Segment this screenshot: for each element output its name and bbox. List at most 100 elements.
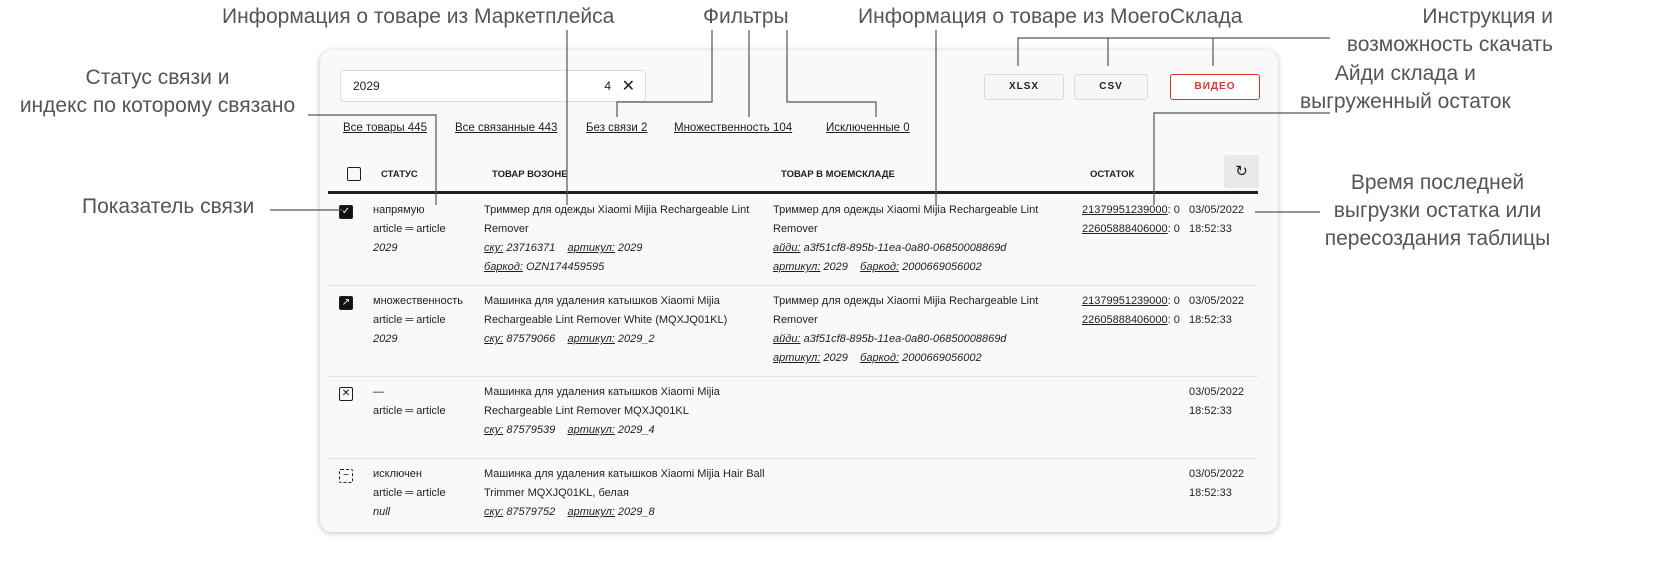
updated-date: 03/05/2022 [1189,295,1245,307]
status-text: исключен [373,468,422,480]
unlinked-icon[interactable]: ✕ [339,387,353,401]
annotation-line: индекс по которому связано [19,94,296,117]
search-input[interactable]: 2029 4 ✕ [340,70,646,102]
indicator-cell: − [328,465,373,531]
ozon-cell: Триммер для одежды Xiaomi Mijia Recharge… [484,201,773,277]
annotation-line: Статус связи и [85,66,230,89]
updated-date: 03/05/2022 [1189,204,1245,216]
stock-qty: : 0 [1167,223,1180,235]
updated-time: 18:52:33 [1189,405,1232,417]
search-value[interactable]: 2029 [353,79,380,93]
link-rule: article ═ article [373,223,446,235]
warehouse-id-link[interactable]: 22605888406000 [1082,223,1168,235]
article-value: 2029_8 [617,506,655,518]
article-label: артикул: [773,261,821,273]
indicator-cell: ✓ [328,201,373,277]
header-stock: ОСТАТОК [1090,169,1135,180]
article-value: 2029_2 [617,333,655,345]
stock-qty: : 0 [1167,295,1180,307]
sku-value: 87579066 [506,333,556,345]
indicator-cell: ✕ [328,383,373,450]
connector-filter-unlinked [616,30,713,117]
stock-qty: : 0 [1167,204,1180,216]
export-xlsx-button[interactable]: XLSX [984,74,1064,100]
filter-multiple[interactable]: Множественность 104 [674,122,793,134]
link-rule: article ═ article [373,314,446,326]
status-cell: напрямую article ═ article 2029 [373,201,484,277]
connector-warehouse [1153,112,1330,205]
table-row: ↗ множественность article ═ article 2029… [328,286,1258,377]
updated-time: 18:52:33 [1189,223,1232,235]
link-rule: article ═ article [373,487,446,499]
multiple-link-icon[interactable]: ↗ [339,296,353,310]
refresh-icon[interactable]: ↻ [1224,155,1259,188]
close-icon[interactable]: ✕ [621,78,635,95]
updated-cell: 03/05/2022 18:52:33 [1189,201,1258,277]
status-cell: множественность article ═ article 2029 [373,292,484,368]
connector-instructions [1017,37,1330,66]
header-divider [328,191,1258,194]
annotation-line: Айди склада и [1334,62,1476,85]
annotation-moysklad: Информация о товаре из МоегоСклада [858,5,1243,28]
sku-label: ску: [484,506,504,518]
sku-label: ску: [484,333,504,345]
warehouse-id-link[interactable]: 22605888406000 [1082,314,1168,326]
ozon-product-name: Машинка для удаления катышков Xiaomi Mij… [484,468,765,499]
filter-unlinked[interactable]: Без связи 2 [586,122,648,134]
select-all-checkbox[interactable] [347,167,361,181]
barcode-value: OZN174459595 [525,261,605,273]
filter-linked[interactable]: Все связанные 443 [455,122,558,134]
link-index: 2029 [373,333,398,345]
excluded-icon[interactable]: − [339,469,353,483]
warehouse-id-link[interactable]: 21379951239000 [1082,204,1168,216]
filter-all[interactable]: Все товары 445 [343,122,427,134]
annotation-line: Инструкция и [1422,5,1553,28]
id-value: a3f51cf8-895b-11ea-0a80-06850008869d [803,242,1007,254]
article-value: 2029_4 [617,424,655,436]
ozon-product-name: Триммер для одежды Xiaomi Mijia Recharge… [484,204,750,235]
ozon-cell: Машинка для удаления катышков Xiaomi Mij… [484,292,773,368]
header-status: СТАТУС [381,169,418,180]
barcode-value: 2000669056002 [902,261,982,273]
sku-label: ску: [484,242,504,254]
ozon-product-name: Машинка для удаления катышков Xiaomi Mij… [484,295,728,326]
main-card: 2029 4 ✕ XLSX CSV ВИДЕО Все товары 445 В… [320,50,1278,532]
annotation-line: выгруженный остаток [1300,90,1511,113]
link-index: 2029 [373,242,398,254]
id-value: a3f51cf8-895b-11ea-0a80-06850008869d [803,333,1007,345]
article-value: 2029 [823,352,848,364]
filter-excluded[interactable]: Исключенные 0 [826,122,910,134]
warehouse-id-link[interactable]: 21379951239000 [1082,295,1168,307]
article-label: артикул: [567,333,615,345]
link-index: null [373,506,391,518]
status-text: множественность [373,295,464,307]
indicator-cell: ↗ [328,292,373,368]
status-text: напрямую [373,204,425,216]
stock-cell: 21379951239000: 0 22605888406000: 0 [1082,292,1189,368]
id-label: айди: [773,242,801,254]
ozon-cell: Машинка для удаления катышков Xiaomi Mij… [484,383,773,450]
article-label: артикул: [567,424,615,436]
barcode-label: баркод: [860,261,900,273]
checked-link-icon[interactable]: ✓ [339,205,353,219]
status-cell: исключен article ═ article null [373,465,484,531]
barcode-value: 2000669056002 [902,352,982,364]
annotation-marketplace: Информация о товаре из Маркетплейса [222,5,615,28]
status-text: — [373,386,384,398]
link-rule: article ═ article [373,405,446,417]
moysklad-cell: Триммер для одежды Xiaomi Mijia Recharge… [773,201,1082,277]
annotation-line: выгрузки остатка или [1333,199,1542,222]
moysklad-product-name: Триммер для одежды Xiaomi Mijia Recharge… [773,204,1039,235]
updated-cell: 03/05/2022 18:52:33 [1189,383,1258,450]
annotation-filters: Фильтры [703,5,789,28]
annotation-line: Время последней [1350,171,1525,194]
search-result-count: 4 [604,79,611,93]
export-csv-button[interactable]: CSV [1074,74,1148,100]
stock-cell: 21379951239000: 0 22605888406000: 0 [1082,201,1189,277]
video-button[interactable]: ВИДЕО [1170,74,1260,100]
annotation-status: Статус связи и индекс по которому связано [5,64,310,120]
ozon-product-name: Машинка для удаления катышков Xiaomi Mij… [484,386,720,417]
article-value: 2029 [823,261,848,273]
article-label: артикул: [773,352,821,364]
connector-filter-excluded [786,30,877,117]
